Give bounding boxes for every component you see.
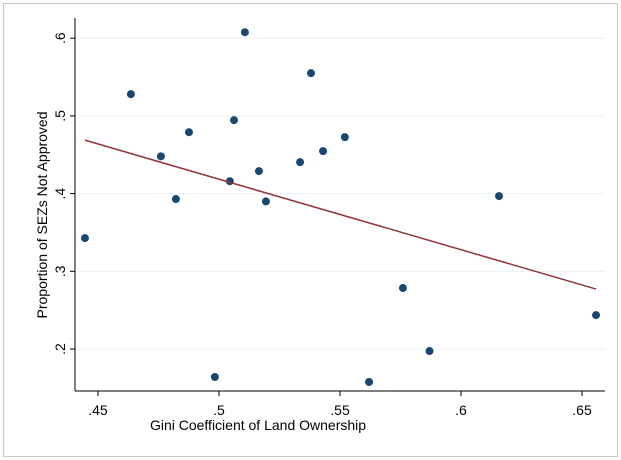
x-tick-label: .55: [330, 402, 350, 418]
point: [240, 28, 249, 37]
y-tick-label: .6: [52, 32, 68, 44]
point: [184, 128, 193, 137]
x-tick-label: .6: [455, 402, 467, 418]
point: [592, 311, 601, 320]
y-tick-label: .2: [52, 343, 68, 355]
x-axis-title: Gini Coefficient of Land Ownership: [150, 417, 366, 433]
point: [230, 116, 238, 125]
y-axis-title: Proportion of SEZs Not Approved: [34, 112, 50, 319]
point: [126, 90, 135, 99]
point: [296, 158, 305, 167]
x-tick-label: .65: [572, 402, 592, 418]
x-tick-label: .5: [213, 402, 225, 418]
fit-line: [84, 139, 597, 290]
y-tick-label: .5: [52, 110, 68, 122]
x-tick-label: .45: [88, 402, 108, 418]
point: [425, 347, 434, 356]
point: [210, 373, 219, 382]
frame: [3, 3, 618, 457]
point: [254, 167, 263, 176]
point: [171, 195, 180, 204]
point: [261, 197, 270, 206]
point: [495, 192, 503, 201]
y-tick-label: .4: [52, 188, 68, 200]
point: [365, 377, 374, 386]
point: [156, 152, 165, 161]
point: [319, 147, 328, 156]
point: [398, 284, 407, 293]
y-tick-label: .3: [52, 265, 68, 277]
point: [306, 69, 315, 78]
point: [80, 234, 89, 243]
point: [340, 133, 349, 142]
